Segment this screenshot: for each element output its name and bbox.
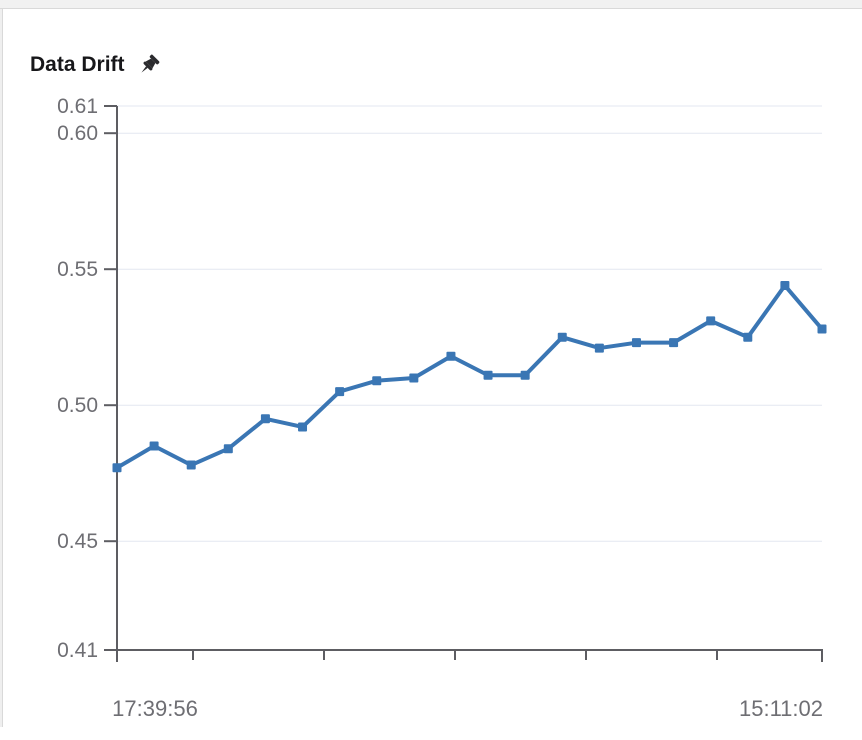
data-point[interactable]	[483, 370, 493, 380]
data-points[interactable]	[112, 281, 827, 473]
data-point[interactable]	[594, 343, 604, 353]
data-point[interactable]	[223, 444, 233, 454]
data-point[interactable]	[780, 281, 790, 291]
data-point[interactable]	[817, 324, 827, 334]
data-point[interactable]	[409, 373, 419, 383]
y-tick-label: 0.50	[57, 394, 98, 417]
data-drift-line	[115, 283, 824, 470]
data-point[interactable]	[520, 370, 530, 380]
y-tick-label: 0.61	[57, 95, 98, 118]
panel-title: Data Drift	[30, 53, 125, 76]
y-axis-labels: 0.61 0.60 0.55 0.50 0.45 0.41	[57, 95, 98, 662]
y-tick-label: 0.45	[57, 530, 98, 553]
window-left-edge	[0, 9, 3, 727]
data-point[interactable]	[186, 460, 196, 470]
data-point[interactable]	[743, 332, 753, 342]
panel-header: Data Drift	[30, 52, 162, 78]
window-top-edge	[0, 0, 862, 9]
data-point[interactable]	[669, 338, 679, 348]
pin-icon[interactable]	[136, 52, 162, 78]
data-point[interactable]	[706, 316, 716, 326]
data-point[interactable]	[112, 463, 122, 473]
data-point[interactable]	[335, 387, 345, 397]
data-point[interactable]	[446, 351, 456, 361]
y-tick-label: 0.60	[57, 122, 98, 145]
data-point[interactable]	[557, 332, 567, 342]
data-point[interactable]	[372, 376, 382, 386]
gridlines	[117, 105, 822, 542]
data-point[interactable]	[260, 414, 270, 424]
data-point[interactable]	[631, 338, 641, 348]
x-tick-label-first: 17:39:56	[112, 696, 198, 721]
x-axis-labels: 17:39:56 15:11:02	[112, 696, 823, 721]
x-tick-label-last: 15:11:02	[739, 696, 823, 721]
data-point[interactable]	[149, 441, 159, 451]
y-tick-label: 0.41	[57, 639, 98, 662]
axes	[104, 105, 823, 662]
data-point[interactable]	[298, 422, 308, 432]
y-tick-label: 0.55	[57, 258, 98, 281]
